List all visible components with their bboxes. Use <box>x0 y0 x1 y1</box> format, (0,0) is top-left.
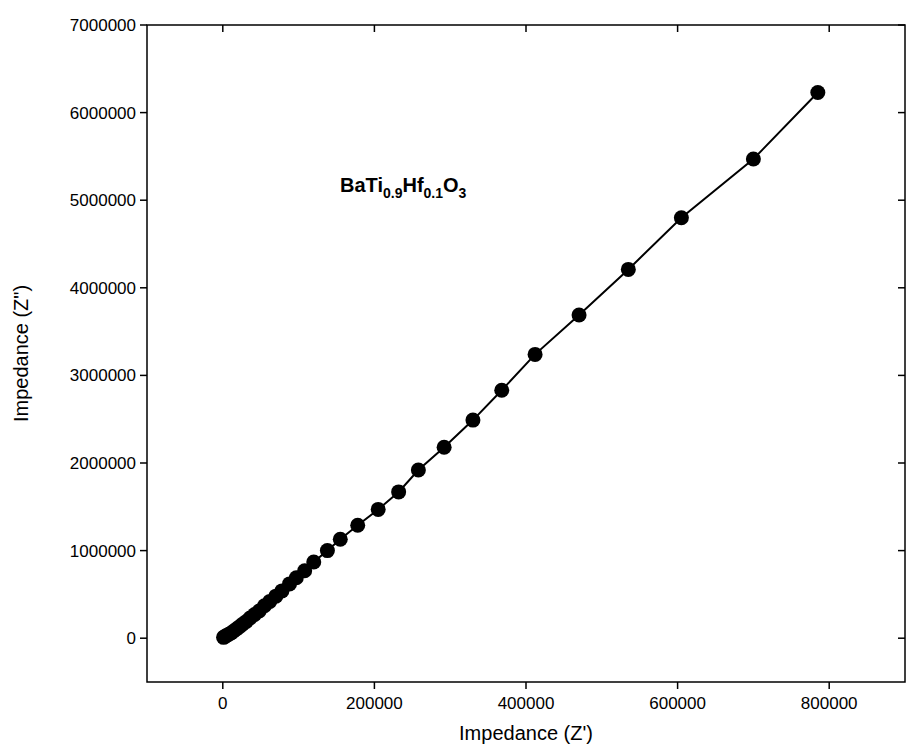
data-point <box>371 502 386 517</box>
data-point <box>320 543 335 558</box>
y-tick <box>140 375 147 377</box>
y-tick-right <box>898 375 905 377</box>
data-point <box>810 85 825 100</box>
y-tick-right <box>898 287 905 289</box>
data-point <box>572 307 587 322</box>
y-tick-label: 2000000 <box>70 454 136 473</box>
y-tick-right <box>898 24 905 26</box>
x-tick-top <box>222 25 224 32</box>
x-tick <box>222 682 224 689</box>
x-tick-top <box>828 25 830 32</box>
x-tick-label: 200000 <box>346 694 403 713</box>
y-tick-right <box>898 199 905 201</box>
x-tick-top <box>677 25 679 32</box>
y-tick <box>140 24 147 26</box>
x-tick-label: 0 <box>218 694 227 713</box>
y-tick-right <box>898 637 905 639</box>
y-tick-right <box>898 112 905 114</box>
y-axis-title: Impedance (Z") <box>10 285 32 422</box>
y-tick <box>140 462 147 464</box>
data-point <box>350 518 365 533</box>
x-tick-top <box>525 25 527 32</box>
y-tick <box>140 637 147 639</box>
y-tick-label: 3000000 <box>70 366 136 385</box>
x-tick <box>828 682 830 689</box>
y-tick-right <box>898 462 905 464</box>
data-group <box>216 85 825 645</box>
y-tick <box>140 550 147 552</box>
y-tick-label: 6000000 <box>70 104 136 123</box>
data-point <box>465 413 480 428</box>
y-tick <box>140 287 147 289</box>
plot-frame <box>147 25 905 682</box>
x-tick <box>677 682 679 689</box>
data-point <box>306 554 321 569</box>
y-tick <box>140 112 147 114</box>
data-point <box>494 383 509 398</box>
y-tick-label: 4000000 <box>70 279 136 298</box>
chart: 0 200000 400000 600000 800000 0 1000000 2000000… <box>0 0 917 755</box>
data-point <box>621 262 636 277</box>
data-point <box>674 210 689 225</box>
y-tick-label: 1000000 <box>70 542 136 561</box>
data-point <box>746 152 761 167</box>
annotation: BaTi0.9Hf0.1O3 <box>340 174 467 201</box>
y-tick-label: 0 <box>127 629 136 648</box>
x-tick <box>525 682 527 689</box>
x-tick-label: 600000 <box>649 694 706 713</box>
y-tick <box>140 199 147 201</box>
y-tick-label: 7000000 <box>70 16 136 35</box>
x-axis-title: Impedance (Z') <box>459 722 593 744</box>
data-point <box>411 463 426 478</box>
data-point <box>437 440 452 455</box>
y-tick-label: 5000000 <box>70 191 136 210</box>
x-tick-top <box>374 25 376 32</box>
y-tick-right <box>898 550 905 552</box>
data-point <box>333 532 348 547</box>
x-tick-label: 800000 <box>801 694 858 713</box>
data-point <box>391 484 406 499</box>
x-tick-label: 400000 <box>498 694 555 713</box>
x-tick <box>374 682 376 689</box>
data-line <box>224 92 818 637</box>
data-point <box>528 347 543 362</box>
